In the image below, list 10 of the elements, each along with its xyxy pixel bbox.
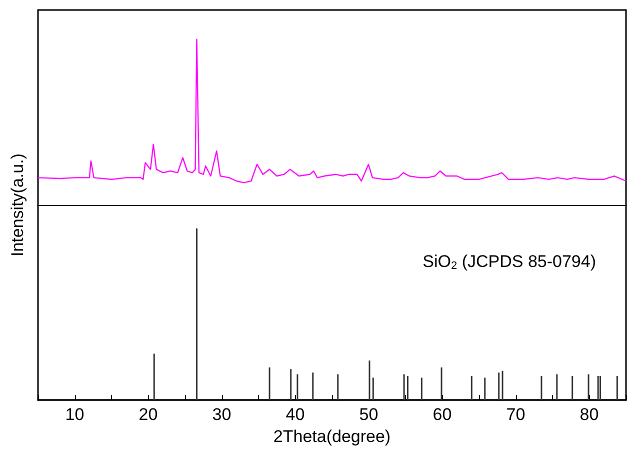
x-tick-label: 20 xyxy=(138,405,158,424)
x-tick-label: 50 xyxy=(359,405,378,424)
x-tick-label: 10 xyxy=(65,405,84,424)
y-axis-title: Intensity(a.u.) xyxy=(8,154,28,256)
x-tick-label: 70 xyxy=(506,405,526,424)
x-tick-label: 30 xyxy=(212,405,232,424)
x-axis-title: 2Theta(degree) xyxy=(273,426,391,446)
x-tick-label: 60 xyxy=(432,405,452,424)
x-tick-label: 80 xyxy=(580,405,599,424)
x-tick-label: 40 xyxy=(286,405,305,424)
